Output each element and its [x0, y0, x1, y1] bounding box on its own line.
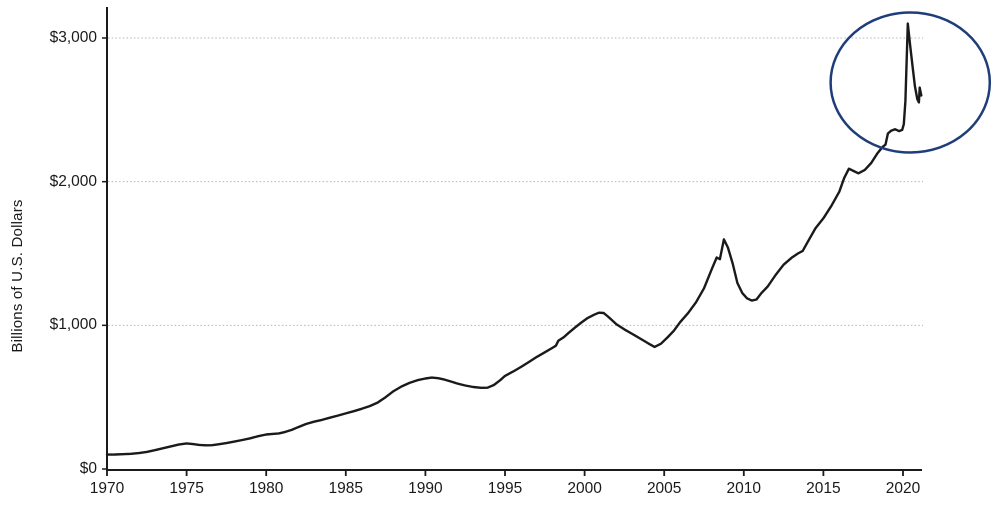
y-tick-label: $0	[79, 460, 97, 477]
x-tick-label: 2005	[646, 480, 682, 497]
data-line	[105, 22, 923, 456]
x-tick-label: 2010	[726, 480, 762, 497]
x-tick-label: 1990	[408, 480, 443, 497]
y-tick-label: $2,000	[49, 172, 97, 190]
x-tick-label: 1995	[487, 480, 523, 497]
y-tick-label: $1,000	[49, 316, 97, 334]
x-tick-label: 1970	[89, 480, 125, 497]
annotation-ellipse	[829, 11, 992, 154]
x-tick-label: 1985	[328, 480, 364, 497]
x-tick-label: 1980	[248, 480, 284, 497]
x-tick-label: 2020	[885, 480, 921, 497]
y-tick-label: $3,000	[49, 28, 97, 46]
x-tick-label: 1975	[169, 480, 204, 497]
x-tick-label: 2015	[806, 480, 841, 497]
x-tick-label: 2000	[567, 480, 602, 497]
